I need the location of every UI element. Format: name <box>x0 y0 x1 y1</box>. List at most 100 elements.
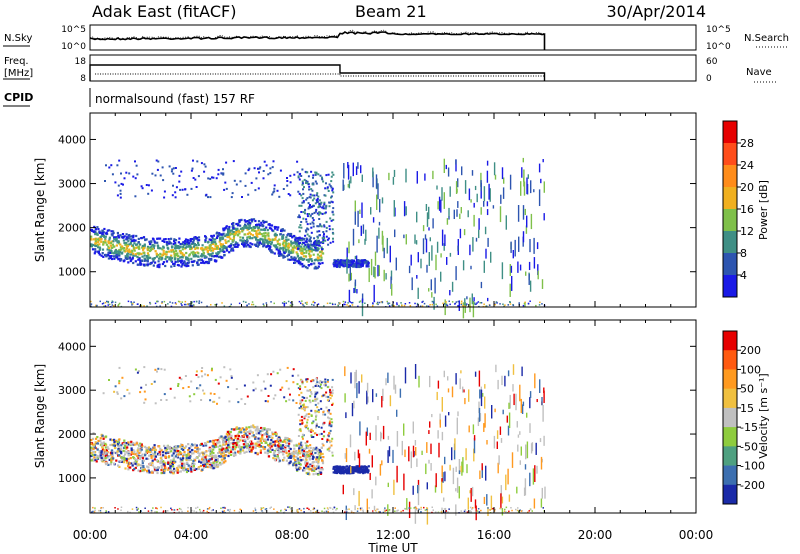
heatmap-mark <box>126 450 129 453</box>
heatmap-mark <box>265 226 268 229</box>
heatmap-mark <box>251 234 255 237</box>
heatmap-mark <box>401 440 403 456</box>
heatmap-mark <box>213 456 216 459</box>
heatmap-mark <box>342 261 346 264</box>
heatmap-mark <box>185 251 188 255</box>
heatmap-mark <box>211 252 214 255</box>
heatmap-mark <box>271 238 274 241</box>
heatmap-mark <box>208 446 211 449</box>
heatmap-mark <box>302 458 305 461</box>
heatmap-mark <box>92 447 95 450</box>
heatmap-mark <box>304 302 307 304</box>
heatmap-mark <box>216 439 219 442</box>
heatmap-mark <box>112 451 116 454</box>
heatmap-mark <box>314 173 317 176</box>
heatmap-mark <box>328 409 331 412</box>
heatmap-mark <box>312 301 314 303</box>
heatmap-mark <box>223 188 226 191</box>
heatmap-mark <box>216 255 219 258</box>
heatmap-mark <box>134 253 137 256</box>
heatmap-mark <box>308 213 311 215</box>
heatmap-mark <box>386 300 388 303</box>
heatmap-mark <box>319 383 322 386</box>
heatmap-mark <box>313 259 316 262</box>
heatmap-mark <box>264 387 267 390</box>
heatmap-mark <box>228 251 231 254</box>
heatmap-mark <box>272 397 275 400</box>
heatmap-mark <box>114 181 117 184</box>
heatmap-mark <box>448 207 450 217</box>
heatmap-mark <box>332 173 335 176</box>
heatmap-mark <box>232 439 235 442</box>
heatmap-mark <box>228 229 232 232</box>
heatmap-mark <box>172 184 174 187</box>
heatmap-mark <box>161 468 164 471</box>
heatmap-mark <box>139 470 142 473</box>
heatmap-mark <box>176 260 179 263</box>
heatmap-mark <box>486 160 489 166</box>
heatmap-mark <box>298 236 301 239</box>
heatmap-mark <box>511 276 513 291</box>
heatmap-mark <box>246 236 249 239</box>
heatmap-mark <box>299 423 302 426</box>
heatmap-mark <box>229 305 232 307</box>
heatmap-mark <box>228 435 231 438</box>
heatmap-mark <box>239 448 242 451</box>
heatmap-mark <box>318 199 321 202</box>
heatmap-mark <box>146 245 150 248</box>
heatmap-mark <box>312 465 315 468</box>
heatmap-mark <box>100 444 103 447</box>
heatmap-mark <box>311 189 314 192</box>
heatmap-mark <box>435 303 437 306</box>
heatmap-mark <box>106 232 109 236</box>
heatmap-mark <box>191 462 194 465</box>
heatmap-mark <box>163 471 166 475</box>
heatmap-mark <box>304 461 307 464</box>
heatmap-mark <box>273 450 276 454</box>
colorbar-segment <box>723 231 737 254</box>
heatmap-mark <box>111 443 114 446</box>
heatmap-mark <box>467 497 469 510</box>
heatmap-mark <box>261 435 264 438</box>
heatmap-mark <box>456 209 458 217</box>
heatmap-mark <box>165 399 168 401</box>
heatmap-mark <box>258 167 261 170</box>
heatmap-mark <box>93 244 97 247</box>
heatmap-mark <box>120 397 123 400</box>
heatmap-mark <box>185 265 188 268</box>
heatmap-mark <box>290 244 293 247</box>
heatmap-mark <box>223 366 226 369</box>
heatmap-mark <box>135 442 139 445</box>
heatmap-mark <box>143 468 146 471</box>
heatmap-mark <box>265 432 268 435</box>
heatmap-mark <box>216 247 219 250</box>
heatmap-mark <box>218 461 221 464</box>
heatmap-mark <box>349 264 352 267</box>
heatmap-mark <box>129 250 132 253</box>
heatmap-mark <box>265 441 268 444</box>
heatmap-mark <box>530 443 533 454</box>
heatmap-mark <box>93 446 96 449</box>
heatmap-mark <box>147 466 150 469</box>
heatmap-mark <box>393 479 395 495</box>
heatmap-mark <box>286 454 289 457</box>
heatmap-mark <box>317 239 320 242</box>
heatmap-mark <box>131 239 134 242</box>
heatmap-mark <box>398 304 400 307</box>
heatmap-mark <box>231 448 234 451</box>
heatmap-mark <box>182 462 185 465</box>
heatmap-mark <box>233 428 236 431</box>
y-tick-label: 3000 <box>58 178 86 191</box>
heatmap-mark <box>155 467 158 470</box>
heatmap-mark <box>189 304 191 307</box>
heatmap-mark <box>512 304 515 307</box>
heatmap-mark <box>524 208 526 216</box>
heatmap-mark <box>328 432 331 434</box>
heatmap-mark <box>151 464 154 467</box>
heatmap-mark <box>299 419 302 422</box>
heatmap-mark <box>220 435 223 438</box>
heatmap-mark <box>526 412 528 418</box>
heatmap-mark <box>156 370 158 373</box>
heatmap-mark <box>197 376 200 379</box>
heatmap-mark <box>190 468 193 471</box>
